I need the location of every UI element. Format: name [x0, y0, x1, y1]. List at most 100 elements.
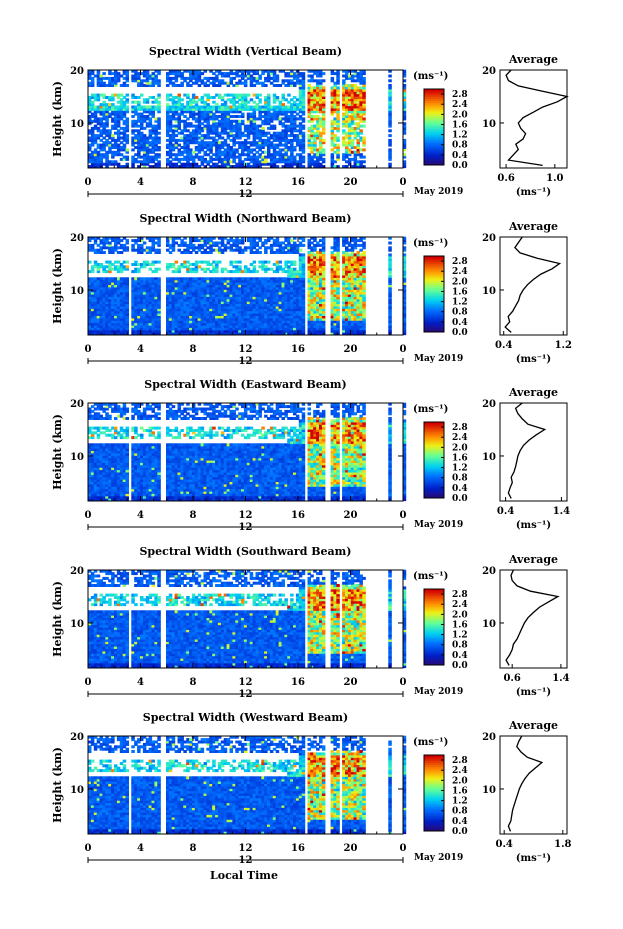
- heatmap-cell: [108, 98, 112, 102]
- heatmap-cell: [243, 105, 248, 109]
- heatmap-cell: [229, 315, 233, 319]
- heatmap-cell: [261, 72, 265, 76]
- heatmap-cell: [105, 282, 109, 285]
- heatmap-cell: [197, 284, 202, 288]
- heatmap-cell: [243, 324, 248, 328]
- heatmap-cell: [217, 246, 222, 250]
- heatmap-cell: [203, 239, 207, 243]
- heatmap-cell: [275, 131, 280, 135]
- heatmap-cell: [226, 115, 231, 118]
- heatmap-cell: [148, 286, 153, 290]
- heatmap-cell: [122, 324, 127, 328]
- heatmap-cell: [261, 105, 265, 109]
- heatmap-cell: [223, 129, 228, 133]
- heatmap-cell: [157, 332, 161, 336]
- heatmap-cell: [96, 313, 101, 316]
- heatmap-cell: [134, 313, 138, 316]
- heatmap-cell: [99, 324, 103, 328]
- heatmap-cell: [238, 320, 242, 324]
- heatmap-cell: [281, 320, 285, 324]
- heatmap-cell: [350, 107, 355, 111]
- heatmap-cell: [295, 81, 300, 85]
- heatmap-cell: [301, 165, 306, 169]
- heatmap-cell: [125, 317, 129, 321]
- heatmap-cell: [220, 301, 225, 305]
- heatmap-cell: [287, 265, 291, 269]
- heatmap-cell: [226, 332, 231, 336]
- heatmap-cell: [388, 79, 392, 83]
- heatmap-cell: [342, 88, 346, 92]
- heatmap-cell: [272, 146, 277, 149]
- heatmap-cell: [212, 131, 216, 135]
- heatmap-cell: [142, 110, 147, 114]
- heatmap-cell: [140, 282, 144, 285]
- heatmap-cell: [171, 105, 176, 109]
- heatmap-cell: [105, 308, 109, 312]
- heatmap-cell: [183, 155, 187, 159]
- heatmap-cell: [301, 253, 306, 257]
- heatmap-cell: [388, 138, 392, 142]
- heatmap-cell: [96, 146, 101, 149]
- heatmap-cell: [243, 103, 248, 107]
- heatmap-cell: [278, 301, 283, 305]
- heatmap-cell: [350, 86, 355, 90]
- heatmap-cell: [298, 243, 303, 247]
- heatmap-cell: [258, 138, 262, 142]
- heatmap-cell: [140, 329, 144, 333]
- heatmap-cell: [252, 69, 257, 73]
- heatmap-cell: [137, 310, 141, 314]
- heatmap-cell: [217, 298, 222, 302]
- heatmap-cell: [359, 79, 363, 83]
- heatmap-cell: [223, 165, 228, 169]
- heatmap-cell: [217, 146, 222, 149]
- heatmap-cell: [313, 136, 317, 140]
- heatmap-cell: [114, 260, 118, 264]
- heatmap-cell: [191, 332, 196, 336]
- heatmap-cell: [295, 279, 300, 283]
- heatmap-cell: [191, 76, 196, 80]
- heatmap-cell: [111, 310, 115, 314]
- heatmap-cell: [189, 296, 193, 300]
- heatmap-cell: [246, 303, 251, 307]
- heatmap-cell: [319, 103, 323, 107]
- heatmap-cell: [125, 329, 129, 333]
- heatmap-cell: [347, 93, 352, 97]
- heatmap-cell: [295, 270, 300, 274]
- heatmap-cell: [350, 141, 355, 145]
- colorbar-swatch: [424, 159, 444, 162]
- heatmap-cell: [321, 112, 326, 116]
- heatmap-cell: [321, 117, 326, 121]
- heatmap-cell: [287, 115, 291, 118]
- heatmap-cell: [301, 136, 306, 140]
- heatmap-cell: [116, 134, 121, 138]
- heatmap-cell: [116, 239, 121, 243]
- heatmap-cell: [258, 93, 262, 97]
- heatmap-cell: [217, 320, 222, 324]
- heatmap-cell: [336, 153, 340, 157]
- heatmap-cell: [168, 138, 173, 142]
- heatmap-cell: [116, 148, 121, 152]
- heatmap-cell: [111, 98, 115, 102]
- heatmap-cell: [345, 141, 349, 145]
- heatmap-cell: [148, 122, 153, 126]
- heatmap-cell: [336, 98, 340, 102]
- heatmap-cell: [359, 119, 363, 123]
- heatmap-cell: [350, 112, 355, 116]
- heatmap-cell: [102, 282, 106, 285]
- heatmap-cell: [131, 124, 135, 128]
- heatmap-cell: [189, 105, 193, 109]
- heatmap-cell: [102, 267, 106, 271]
- heatmap-cell: [105, 324, 109, 328]
- heatmap-cell: [206, 241, 210, 245]
- heatmap-cell: [241, 279, 245, 283]
- heatmap-cell: [119, 324, 124, 328]
- heatmap-cell: [189, 155, 193, 159]
- heatmap-cell: [148, 160, 153, 164]
- heatmap-cell: [333, 165, 337, 169]
- heatmap-cell: [90, 308, 95, 312]
- heatmap-cell: [114, 131, 118, 135]
- heatmap-cell: [252, 112, 257, 116]
- heatmap-cell: [278, 284, 283, 288]
- heatmap-cell: [108, 263, 112, 266]
- heatmap-cell: [171, 246, 176, 250]
